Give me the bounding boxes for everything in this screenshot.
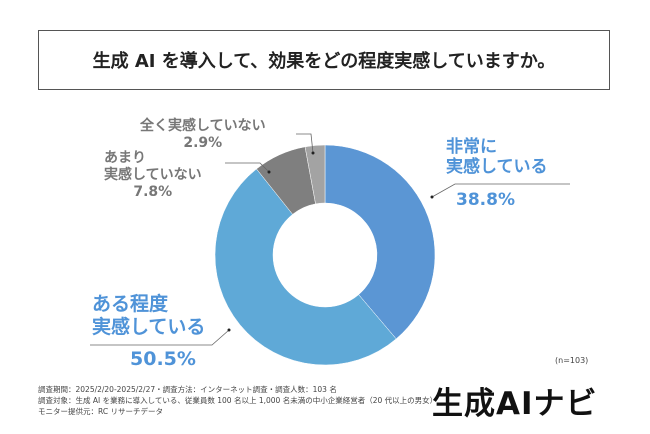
- donut-slice-1: [214, 168, 397, 366]
- label-notmuch-line1: あまり: [104, 150, 146, 166]
- donut-slice-0: [324, 144, 436, 340]
- chart-title: 生成 AI を導入して、効果をどの程度実感していますか。: [38, 30, 610, 90]
- value-somewhat: 50.5%: [130, 348, 196, 370]
- value-very: 38.8%: [456, 190, 515, 210]
- value-notmuch: 7.8%: [133, 183, 173, 200]
- label-somewhat-line2: 実感している: [92, 315, 206, 338]
- logo: 生成AIナビ: [432, 386, 598, 422]
- label-very-line1: 非常に: [446, 137, 497, 157]
- note-period: 調査期間：2025/2/20-2025/2/27・調査方法：インターネット調査・…: [38, 385, 337, 394]
- label-very: 非常に 実感している: [446, 137, 548, 178]
- leader-line-notmuch: [225, 162, 270, 173]
- leader-line-very: [431, 183, 570, 198]
- note-target: 調査対象：生成 AI を業務に導入している、従業員数 100 名以上 1,000…: [38, 395, 438, 405]
- label-somewhat-line1: ある程度: [92, 293, 169, 315]
- donut-slice-3: [304, 144, 326, 205]
- label-somewhat: ある程度 実感している: [92, 293, 205, 339]
- survey-notes: 調査期間：2025/2/20-2025/2/27・調査方法：インターネット調査・…: [38, 385, 437, 418]
- label-very-line2: 実感している: [446, 157, 548, 178]
- label-notatall-line1: 全く実感していない: [140, 118, 266, 134]
- leader-line-somewhat: [90, 329, 230, 346]
- note-provider: モニター提供元：RC リサーチデータ: [38, 406, 163, 416]
- label-notmuch: あまり 実感していない 7.8%: [104, 150, 202, 200]
- label-notmuch-line2: 実感していない: [104, 166, 202, 183]
- leader-line-notatall: [296, 133, 314, 154]
- sample-size: (n=103): [555, 356, 589, 365]
- value-notatall: 2.9%: [183, 134, 223, 151]
- label-notatall: 全く実感していない 2.9%: [140, 118, 266, 152]
